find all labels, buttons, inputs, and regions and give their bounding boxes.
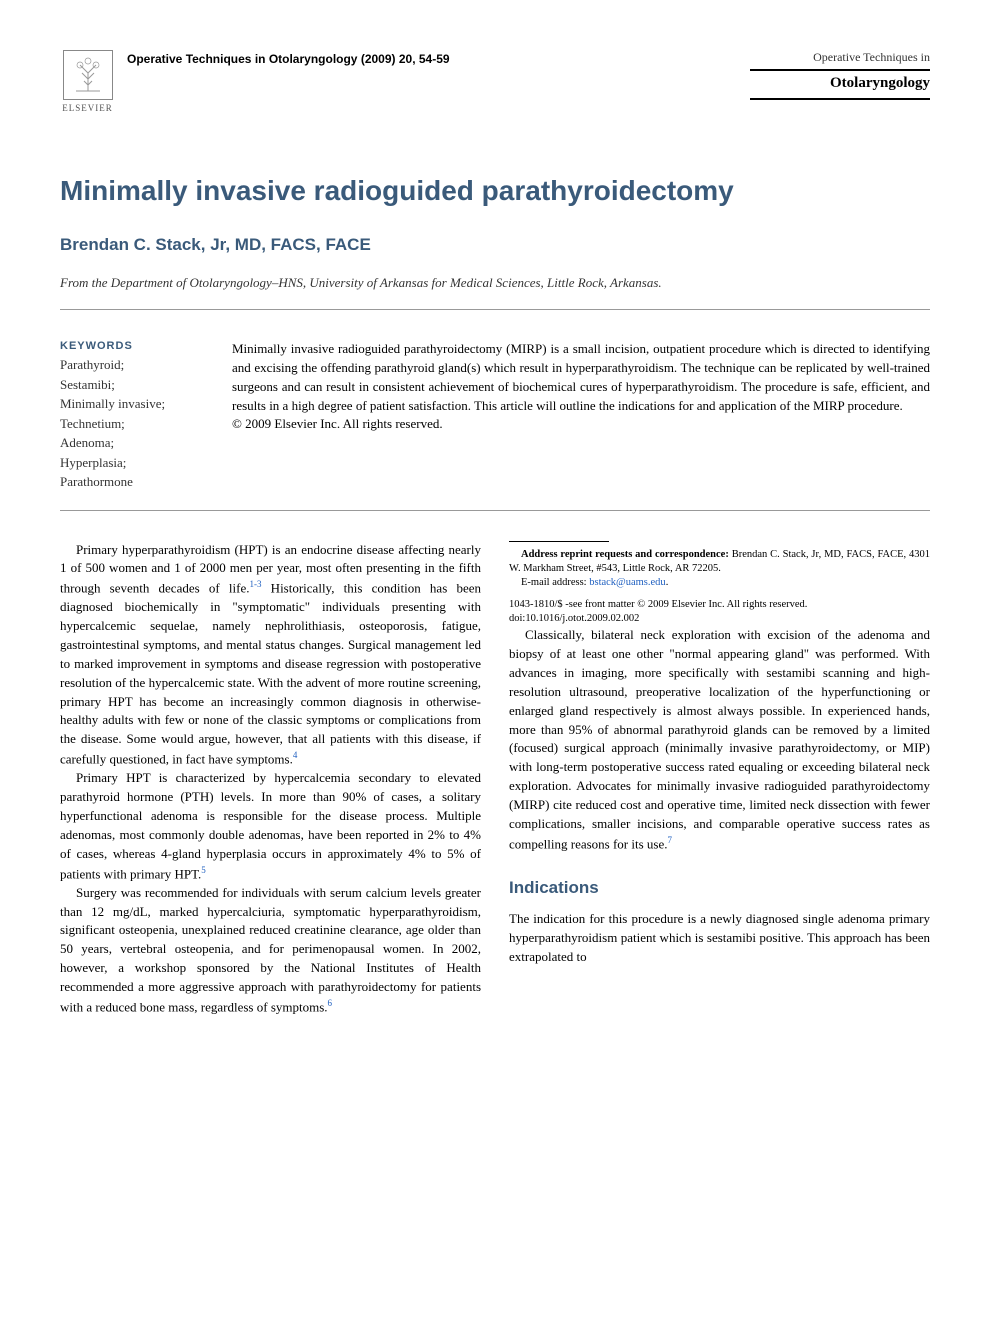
author-affiliation: From the Department of Otolaryngology–HN… — [60, 275, 930, 310]
keywords-list: Parathyroid; Sestamibi; Minimally invasi… — [60, 355, 210, 492]
citation-ref-1-3[interactable]: 1-3 — [249, 579, 261, 589]
footnote-address: Address reprint requests and corresponde… — [509, 548, 930, 576]
body-paragraph-1: Primary hyperparathyroidism (HPT) is an … — [60, 541, 481, 770]
body-paragraph-5: The indication for this procedure is a n… — [509, 910, 930, 967]
keywords-header: KEYWORDS — [60, 340, 210, 352]
page-header: ELSEVIER Operative Techniques in Otolary… — [60, 50, 930, 115]
footnote-doi: doi:10.1016/j.otot.2009.02.002 — [509, 612, 930, 626]
article-title: Minimally invasive radioguided parathyro… — [60, 175, 930, 207]
footnote-issn: 1043-1810/$ -see front matter © 2009 Els… — [509, 598, 930, 612]
publisher-name: ELSEVIER — [62, 103, 113, 113]
author-name: Brendan C. Stack, Jr, MD, FACS, FACE — [60, 235, 930, 255]
body-paragraph-2: Primary HPT is characterized by hypercal… — [60, 769, 481, 883]
footnote-email: E-mail address: bstack@uams.edu. — [509, 576, 930, 590]
abstract-body: Minimally invasive radioguided parathyro… — [232, 341, 930, 413]
abstract-copyright: © 2009 Elsevier Inc. All rights reserved… — [232, 416, 443, 431]
citation-ref-7[interactable]: 7 — [668, 835, 673, 845]
body-paragraph-3: Surgery was recommended for individuals … — [60, 884, 481, 1017]
email-link[interactable]: bstack@uams.edu — [589, 577, 665, 588]
journal-name-line1: Operative Techniques in — [750, 50, 930, 71]
publisher-logo: ELSEVIER — [60, 50, 115, 115]
footnote-separator — [509, 541, 609, 542]
journal-title-box: Operative Techniques in Otolaryngology — [750, 50, 930, 100]
citation-ref-6[interactable]: 6 — [328, 998, 333, 1008]
keywords-box: KEYWORDS Parathyroid; Sestamibi; Minimal… — [60, 340, 210, 492]
body-paragraph-4: Classically, bilateral neck exploration … — [509, 626, 930, 853]
citation-ref-4[interactable]: 4 — [293, 750, 298, 760]
abstract-section: KEYWORDS Parathyroid; Sestamibi; Minimal… — [60, 340, 930, 511]
article-body: Primary hyperparathyroidism (HPT) is an … — [60, 541, 930, 1017]
journal-name-line2: Otolaryngology — [750, 75, 930, 100]
citation-ref-5[interactable]: 5 — [201, 865, 206, 875]
header-left: ELSEVIER Operative Techniques in Otolary… — [60, 50, 450, 115]
abstract-text: Minimally invasive radioguided parathyro… — [232, 340, 930, 492]
section-heading-indications: Indications — [509, 876, 930, 901]
journal-reference: Operative Techniques in Otolaryngology (… — [127, 52, 450, 66]
elsevier-tree-icon — [63, 50, 113, 100]
